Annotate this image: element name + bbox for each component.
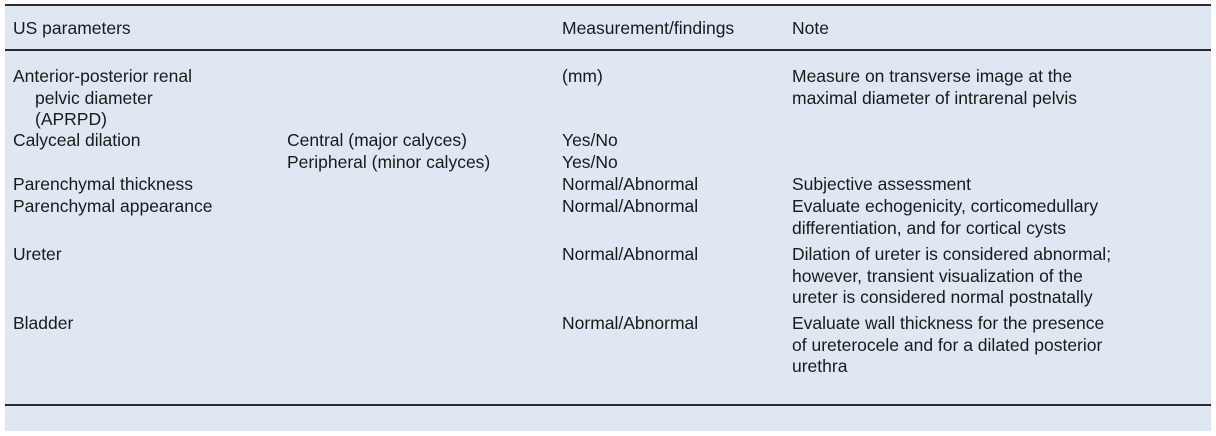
table-bottom-rule — [5, 404, 1211, 406]
ureter-param: Ureter — [13, 244, 62, 264]
parenchymal-thickness-param: Parenchymal thickness — [13, 174, 193, 194]
parenchymal-thickness-measurement: Normal/Abnormal — [562, 174, 699, 194]
bladder-measurement: Normal/Abnormal — [562, 313, 699, 333]
parenchymal-appearance-measurement: Normal/Abnormal — [562, 196, 699, 216]
ureter-note: Dilation of ureter is considered abnorma… — [792, 244, 1111, 309]
header-measurement-findings: Measurement/findings — [562, 18, 735, 38]
note-line: Measure on transverse image at the — [792, 66, 1073, 86]
parenchymal-appearance-note: Evaluate echogenicity, corticomedullary … — [792, 196, 1098, 239]
header-note: Note — [792, 18, 829, 38]
measurement-line: Yes/No — [562, 130, 618, 150]
note-line: differentiation, and for cortical cysts — [792, 217, 1066, 238]
header-us-parameters: US parameters — [13, 18, 131, 38]
ureter-measurement: Normal/Abnormal — [562, 244, 699, 264]
measurement-line: Yes/No — [562, 151, 618, 172]
note-line: Evaluate echogenicity, corticomedullary — [792, 196, 1099, 216]
bladder-note: Evaluate wall thickness for the presence… — [792, 313, 1104, 378]
note-line: however, transient visualization of the — [792, 265, 1083, 286]
parenchymal-thickness-note: Subjective assessment — [792, 174, 971, 194]
note-line: urethra — [792, 356, 848, 376]
calyceal-sub-central: Central (major calyces) — [287, 130, 467, 150]
param-line: Anterior-posterior renal — [13, 66, 192, 86]
bladder-param: Bladder — [13, 313, 74, 333]
parameters-table: US parameters Measurement/findings Note … — [5, 4, 1211, 431]
note-line: Evaluate wall thickness for the presence — [792, 313, 1105, 333]
note-line: of ureterocele and for a dilated posteri… — [792, 334, 1103, 355]
aprpd-measurement: (mm) — [562, 66, 603, 86]
calyceal-sub-peripheral: Peripheral (minor calyces) — [287, 151, 491, 172]
table-row-aprpd-param: Anterior-posterior renal pelvic diameter… — [13, 66, 192, 131]
parenchymal-appearance-param: Parenchymal appearance — [13, 196, 213, 216]
header-bottom-rule — [5, 49, 1211, 51]
param-line: pelvic diameter — [35, 87, 153, 108]
aprpd-note: Measure on transverse image at the maxim… — [792, 66, 1077, 109]
note-line: Dilation of ureter is considered abnorma… — [792, 244, 1112, 264]
param-line: (APRPD) — [35, 109, 107, 129]
note-line: maximal diameter of intrarenal pelvis — [792, 87, 1077, 108]
note-line: ureter is considered normal postnatally — [792, 287, 1093, 307]
calyceal-sub-labels: Central (major calyces) Peripheral (mino… — [287, 130, 490, 173]
calyceal-dilation-param: Calyceal dilation — [13, 130, 141, 150]
table-top-rule — [5, 4, 1211, 6]
calyceal-measurements: Yes/No Yes/No — [562, 130, 618, 173]
